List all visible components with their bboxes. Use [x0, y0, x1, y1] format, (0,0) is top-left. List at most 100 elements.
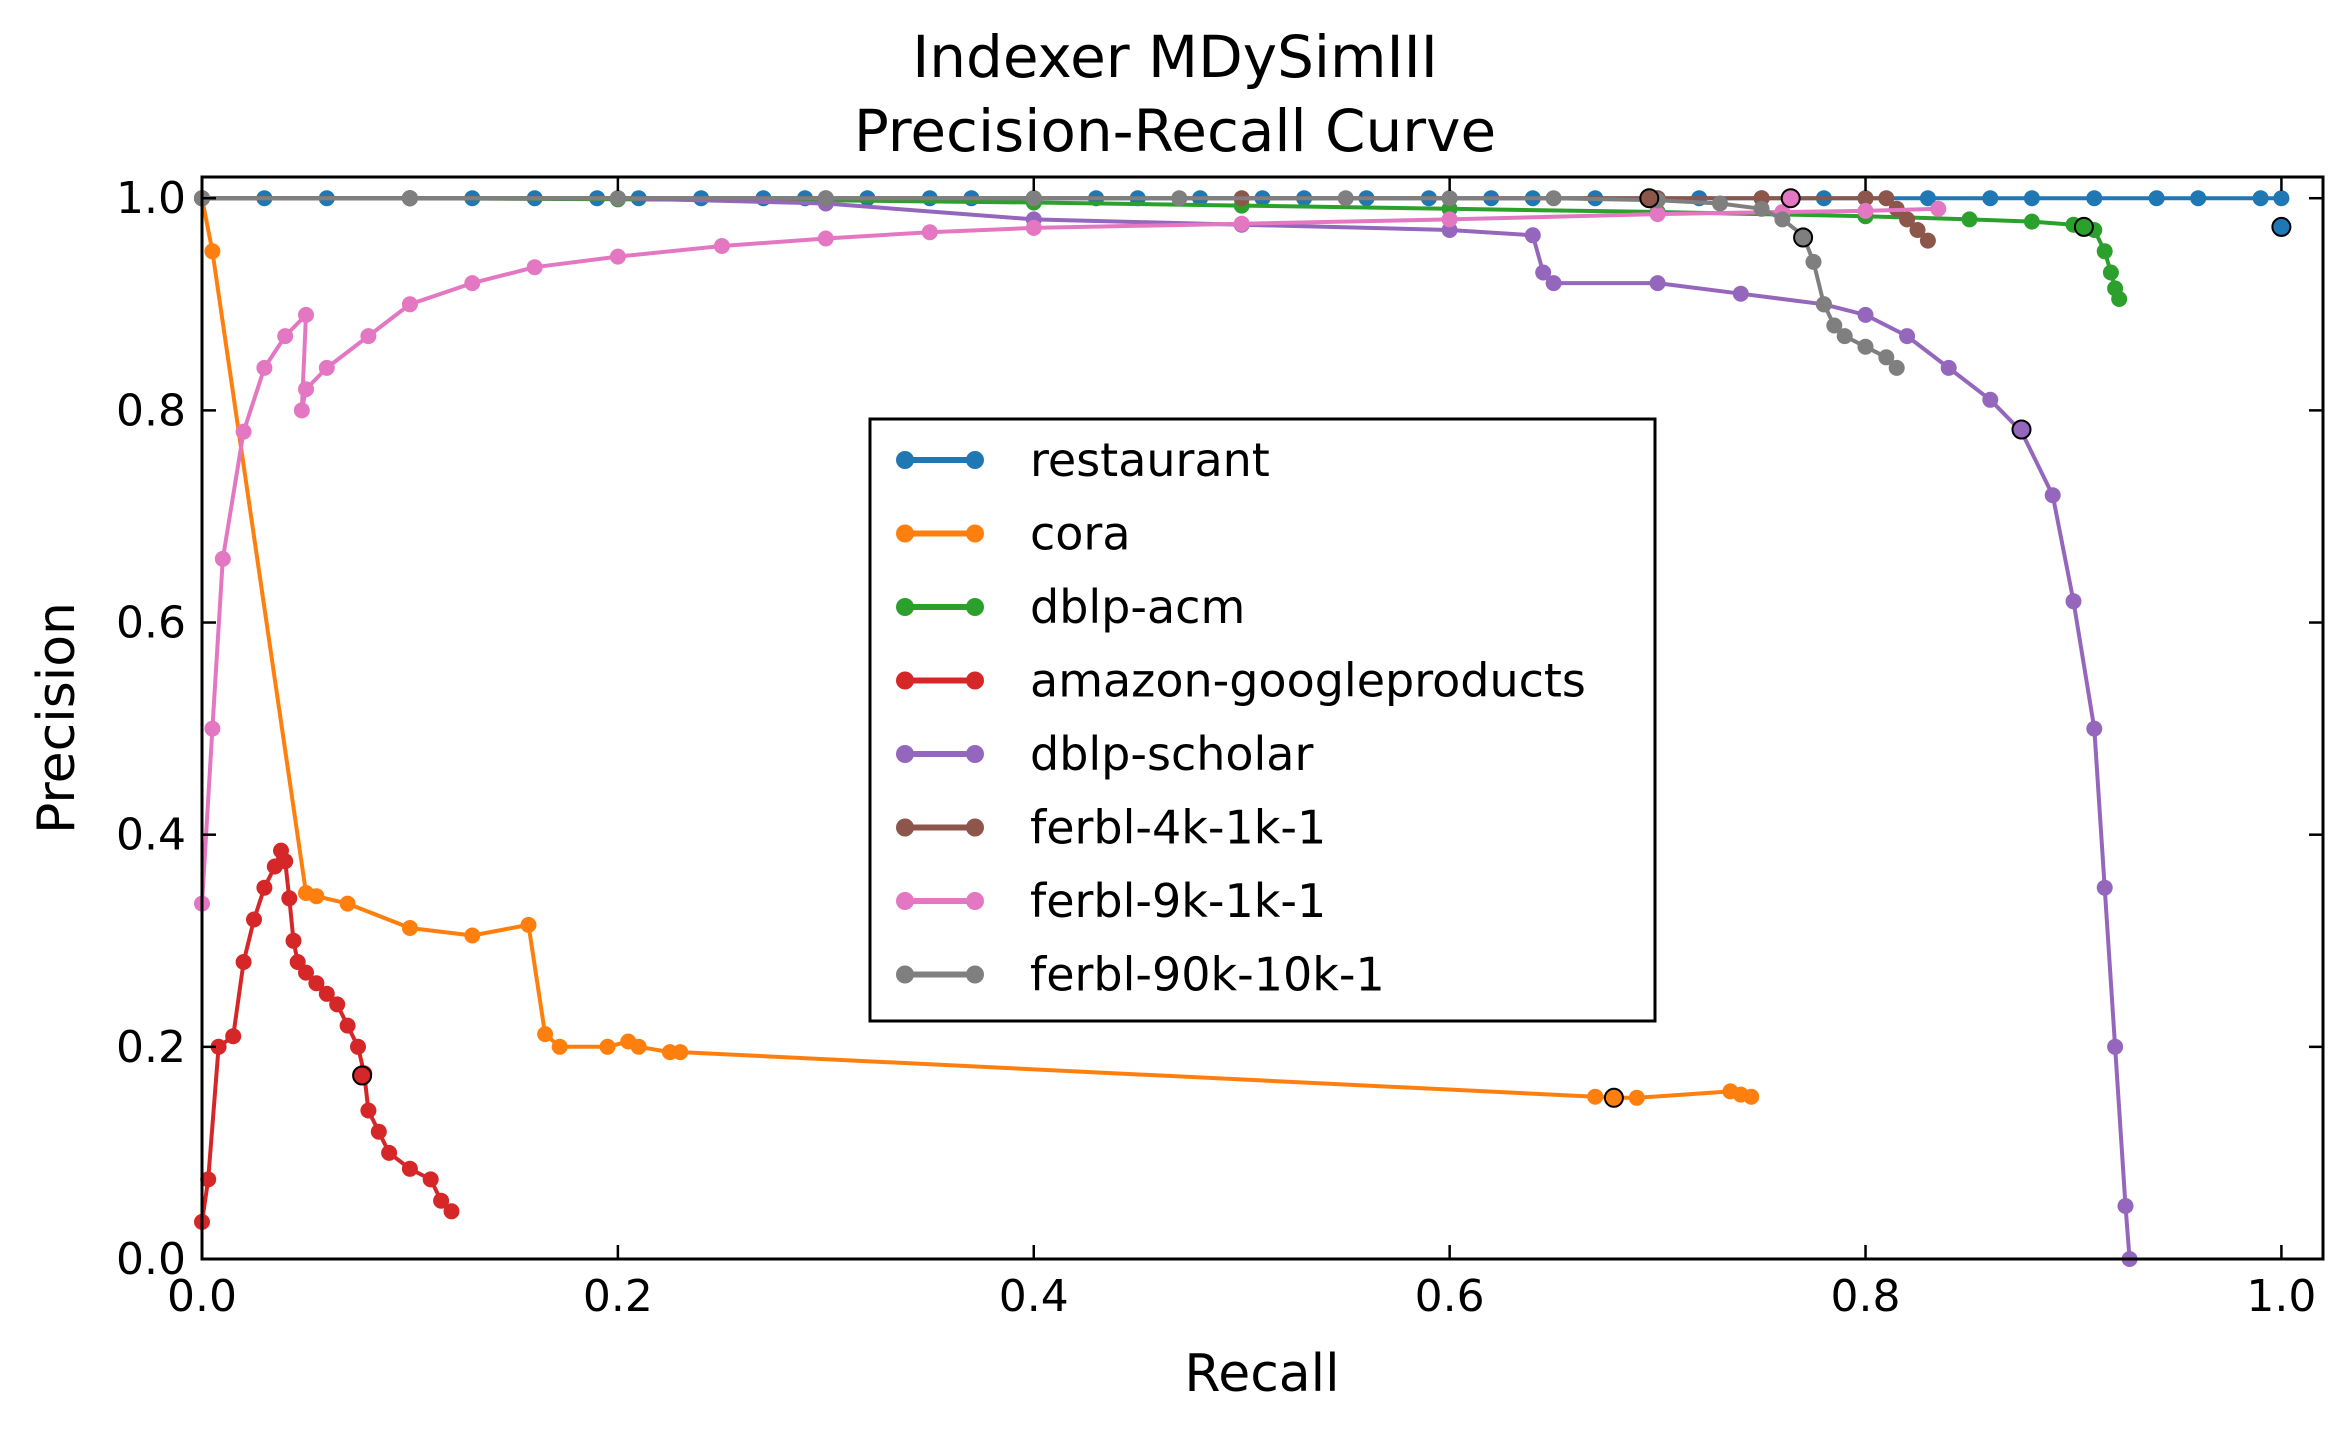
legend-marker-cora [896, 524, 914, 543]
data-point-ferbl-9k-1k-1 [1233, 215, 1250, 232]
data-point-ferbl-9k-1k-1 [401, 296, 418, 313]
data-point-cora [464, 927, 481, 944]
data-point-ferbl-9k-1k-1 [277, 328, 294, 345]
data-point-dblp-scholar [2096, 879, 2113, 896]
highlight-point-dblp-acm [2073, 216, 2094, 237]
x-tick-label: 0.8 [1831, 1271, 1901, 1322]
legend: restaurant cora dblp-acm amazon-googleprodu… [868, 417, 1657, 1023]
data-point-ferbl-90k-10k-1 [1815, 296, 1832, 313]
data-point-dblp-scholar [1732, 285, 1749, 302]
data-point-ferbl-4k-1k-1 [1909, 222, 1926, 238]
data-point-amazon-googleproducts [210, 1038, 227, 1055]
data-point-ferbl-9k-1k-1 [464, 275, 481, 292]
data-point-dblp-scholar [1857, 306, 1874, 323]
data-point-amazon-googleproducts [200, 1171, 217, 1188]
data-point-ferbl-9k-1k-1 [204, 720, 221, 737]
legend-marker-cora [966, 524, 984, 543]
legend-label-dblp-scholar: dblp-scholar [1030, 727, 1314, 781]
data-point-ferbl-4k-1k-1 [1878, 190, 1895, 207]
data-point-ferbl-9k-1k-1 [921, 224, 938, 241]
data-point-dblp-acm [2096, 243, 2113, 260]
data-point-ferbl-4k-1k-1 [1857, 190, 1874, 207]
data-point-amazon-googleproducts [235, 954, 252, 970]
axes-layer: 0.0 0.2 0.4 0.6 0.8 1.0 0.0 0.2 0.4 0.6 0.8 1.0 [116, 173, 2323, 1322]
data-point-restaurant [1982, 190, 1999, 207]
data-point-restaurant [1919, 190, 1936, 207]
data-point-ferbl-90k-10k-1 [1878, 349, 1895, 366]
data-point-amazon-googleproducts [433, 1192, 450, 1209]
data-point-amazon-googleproducts [285, 932, 302, 949]
data-point-cora [551, 1038, 568, 1055]
data-point-cora [1743, 1088, 1760, 1105]
legend-marker-dblp-acm [896, 598, 914, 616]
data-point-ferbl-9k-1k-1 [1649, 206, 1666, 223]
data-point-ferbl-9k-1k-1 [256, 359, 273, 376]
legend-label-ferbl-9k-1k-1: ferbl-9k-1k-1 [1030, 874, 1326, 928]
data-point-amazon-googleproducts [339, 1017, 356, 1034]
legend-marker-ferbl-4k-1k-1 [966, 818, 984, 837]
data-point-cora [1587, 1088, 1604, 1105]
legend-marker-ferbl-4k-1k-1 [896, 818, 914, 837]
data-point-cora [308, 888, 325, 905]
data-point-ferbl-90k-10k-1 [817, 190, 834, 207]
chart-title-line-2: Precision-Recall Curve [854, 97, 1496, 165]
data-point-dblp-scholar [1940, 359, 1957, 376]
data-point-ferbl-90k-10k-1 [1774, 211, 1791, 228]
data-point-dblp-scholar [2117, 1198, 2134, 1214]
data-point-ferbl-9k-1k-1 [817, 230, 834, 247]
data-point-dblp-scholar [1899, 328, 1916, 345]
data-point-dblp-acm [2102, 264, 2119, 281]
data-point-dblp-scholar [1524, 227, 1541, 244]
data-point-ferbl-9k-1k-1 [713, 238, 730, 254]
data-point-dblp-acm [1961, 211, 1978, 228]
highlight-point-ferbl-90k-10k-1 [1793, 227, 1814, 248]
legend-marker-dblp-acm [966, 598, 984, 616]
y-tick-label: 0.6 [116, 598, 186, 649]
data-point-dblp-scholar [1982, 391, 1999, 408]
data-point-ferbl-90k-10k-1 [1025, 190, 1042, 207]
series-amazon-googleproducts [194, 842, 460, 1230]
data-point-amazon-googleproducts [360, 1102, 377, 1119]
data-point-ferbl-9k-1k-1 [360, 328, 377, 345]
data-point-amazon-googleproducts [281, 890, 298, 907]
data-point-dblp-scholar [2065, 593, 2082, 610]
highlight-marker-layer [352, 188, 2292, 1108]
data-point-amazon-googleproducts [318, 985, 335, 1002]
plot-frame [200, 175, 2325, 1261]
data-point-ferbl-9k-1k-1 [1441, 211, 1458, 228]
data-point-amazon-googleproducts [308, 975, 325, 992]
x-tick-label: 1.0 [2246, 1271, 2316, 1322]
data-point-amazon-googleproducts [298, 964, 314, 981]
data-point-ferbl-9k-1k-1 [1025, 219, 1042, 236]
legend-marker-amazon-googleproducts [966, 671, 984, 690]
data-point-ferbl-90k-10k-1 [1826, 317, 1843, 334]
data-point-dblp-acm [2023, 213, 2040, 230]
data-point-ferbl-90k-10k-1 [609, 190, 626, 207]
legend-marker-restaurant [896, 451, 914, 469]
data-point-amazon-googleproducts [225, 1028, 242, 1045]
highlight-point-amazon-googleproducts [352, 1065, 373, 1086]
legend-entries: restaurant cora dblp-acm amazon-googleprodu… [896, 433, 1586, 1002]
data-point-amazon-googleproducts [246, 911, 262, 928]
data-point-cora [599, 1038, 616, 1055]
data-point-cora [1628, 1089, 1645, 1106]
legend-marker-ferbl-90k-10k-1 [896, 965, 914, 984]
data-point-ferbl-90k-10k-1 [1805, 253, 1822, 270]
data-point-cora [204, 243, 221, 260]
data-point-amazon-googleproducts [422, 1171, 439, 1188]
data-point-ferbl-9k-1k-1 [318, 359, 335, 376]
data-point-cora [672, 1044, 689, 1061]
data-point-ferbl-90k-10k-1 [1545, 190, 1562, 207]
data-point-cora [401, 920, 418, 936]
data-point-ferbl-90k-10k-1 [1337, 190, 1354, 207]
y-tick-label: 0.4 [116, 810, 186, 861]
data-point-restaurant [2190, 190, 2207, 207]
data-point-amazon-googleproducts [443, 1203, 460, 1220]
x-tick-label: 0.2 [583, 1271, 653, 1322]
data-point-ferbl-90k-10k-1 [1836, 328, 1853, 345]
data-point-dblp-scholar [1545, 275, 1562, 292]
data-point-ferbl-9k-1k-1 [298, 381, 314, 398]
legend-marker-ferbl-90k-10k-1 [966, 965, 984, 984]
legend-marker-amazon-googleproducts [896, 671, 914, 690]
chart-title-line-1: Indexer MDySimIII [912, 23, 1438, 91]
